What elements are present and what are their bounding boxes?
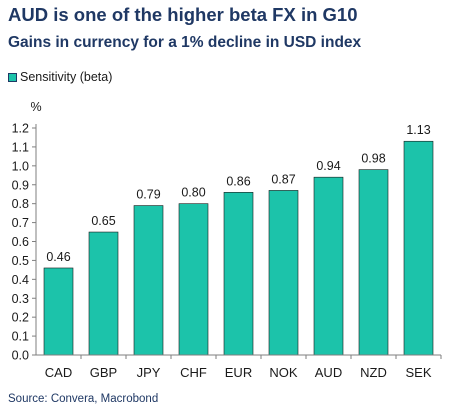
y-tick-label: 1.0 (12, 159, 29, 173)
data-label-jpy: 0.79 (136, 188, 160, 202)
bar-jpy (133, 205, 164, 356)
y-tick-label: 0.0 (12, 349, 29, 363)
legend: Sensitivity (beta) (8, 70, 112, 84)
x-tick-label-jpy: JPY (137, 365, 161, 380)
y-tick-label: 0.3 (12, 292, 29, 306)
data-label-nzd: 0.98 (361, 152, 385, 166)
chart-subtitle: Gains in currency for a 1% decline in US… (8, 34, 362, 51)
y-tick-label: 0.8 (12, 197, 29, 211)
bar-aud (313, 176, 344, 356)
data-label-cad: 0.46 (46, 250, 70, 264)
source-note: Source: Convera, Macrobond (8, 393, 159, 405)
bar-sek (403, 140, 434, 356)
bar-gbp (88, 231, 119, 356)
data-label-sek: 1.13 (406, 123, 430, 137)
x-tick-label-aud: AUD (315, 365, 342, 380)
data-label-chf: 0.80 (181, 186, 205, 200)
y-axis: 0.0 0.1 0.2 0.3 0.4 0.5 0.6 0.7 0.8 0.9 1.0 1.1 1.2 (12, 122, 37, 363)
y-tick-label: 0.5 (12, 254, 29, 268)
y-tick-label: 0.9 (12, 178, 29, 192)
data-label-aud: 0.94 (316, 159, 340, 173)
y-tick-label: 1.1 (12, 140, 29, 154)
y-tick-label: 0.1 (12, 330, 29, 344)
legend-swatch (8, 72, 17, 82)
bar-nzd (358, 169, 389, 356)
y-tick-label: 0.7 (12, 216, 29, 230)
data-label-eur: 0.86 (226, 174, 250, 188)
x-tick-label-nzd: NZD (360, 365, 387, 380)
x-tick-label-nok: NOK (269, 365, 298, 380)
bar-chf (178, 203, 209, 356)
data-label-gbp: 0.65 (91, 214, 115, 228)
y-tick-label: 1.2 (12, 122, 29, 136)
x-tick-label-cad: CAD (45, 365, 72, 380)
x-tick-label-sek: SEK (405, 365, 431, 380)
x-tick-label-gbp: GBP (90, 365, 117, 380)
bar-cad (43, 267, 74, 356)
data-label-nok: 0.87 (271, 172, 295, 186)
chart-title: AUD is one of the higher beta FX in G10 (8, 4, 358, 25)
bar-nok (268, 190, 299, 356)
y-tick-label: 0.6 (12, 235, 29, 249)
x-axis: CAD GBP JPY CHF EUR NOK AUD NZD SEK (36, 354, 442, 380)
x-tick-label-eur: EUR (225, 365, 252, 380)
x-tick-label-chf: CHF (180, 365, 207, 380)
y-tick-label: 0.4 (12, 273, 29, 287)
bar-eur (223, 192, 254, 356)
y-tick-label: 0.2 (12, 311, 29, 325)
y-axis-unit-label: % (30, 100, 41, 114)
legend-label: Sensitivity (beta) (20, 70, 113, 84)
bars: 0.46 0.65 0.79 0.80 0.86 0.87 0.94 0.98 1.13 (43, 123, 434, 356)
